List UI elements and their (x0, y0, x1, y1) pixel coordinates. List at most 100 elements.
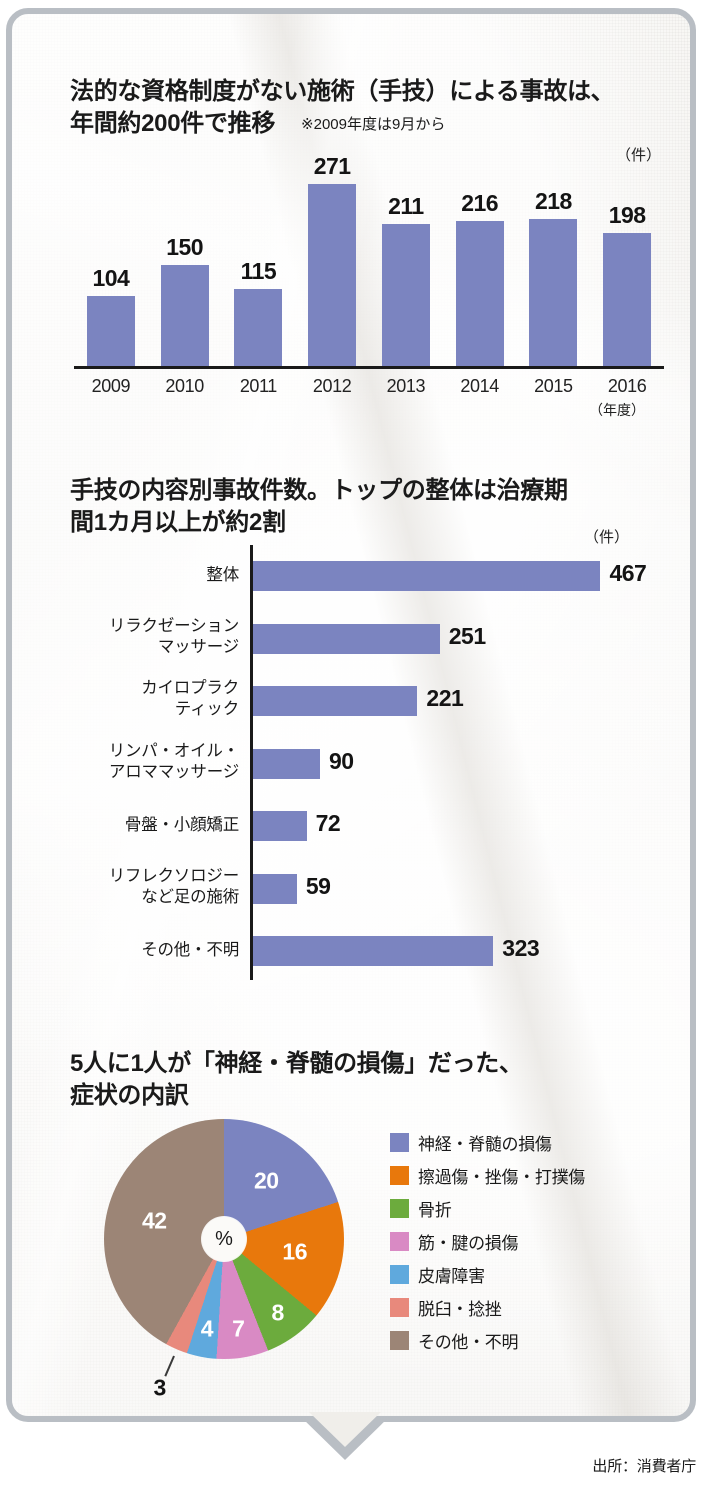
section2-title: 手技の内容別事故件数。トップの整体は治療期 間1カ月以上が約2割 (70, 475, 680, 538)
trend-bar (603, 232, 652, 366)
trend-category-label: 2011 (239, 376, 278, 396)
trend-bar-value: 150 (166, 234, 204, 260)
pie-slice-value: 3 (153, 1374, 167, 1401)
bytype-bar-value: 323 (502, 935, 540, 962)
pie-slice-value: 20 (254, 1167, 279, 1194)
legend-label: 神経・脊髄の損傷 (418, 1135, 552, 1154)
bytype-bar-value: 221 (426, 685, 464, 712)
bytype-bar (253, 686, 418, 717)
section3-title: 5人に1人が「神経・脊髄の損傷」だった、 症状の内訳 (70, 1048, 670, 1111)
trend-category-label: 2009 (91, 376, 131, 396)
bytype-bar (253, 623, 440, 654)
bytype-category-label: リラクゼーション マッサージ (108, 616, 239, 656)
legend-color-swatch (390, 1166, 409, 1185)
legend-item: 擦過傷・挫傷・打撲傷 (390, 1159, 585, 1192)
trend-bar (234, 288, 283, 366)
trend-bar-value: 198 (608, 201, 646, 228)
bytype-category-label: リンパ・オイル・ アロママッサージ (108, 741, 240, 781)
trend-category-label: 2012 (312, 376, 352, 396)
bytype-row: リフレクソロジー など足の施術 59 (12, 858, 690, 921)
legend-item: 筋・腱の損傷 (390, 1225, 585, 1258)
trend-category-label: 2013 (386, 376, 426, 396)
legend-label: 脱臼・捻挫 (418, 1300, 502, 1319)
trend-bar (86, 295, 135, 366)
trend-bar-plot (74, 164, 664, 366)
trend-bar (529, 219, 578, 366)
bytype-category-label: その他・不明 (141, 941, 239, 960)
trend-bar (455, 220, 504, 366)
legend-color-swatch (390, 1331, 409, 1350)
bytype-bar (253, 748, 320, 779)
trend-bar-value: 271 (313, 152, 351, 179)
bytype-bar-plot: 整体 467 リラクゼーション マッサージ 251 カイロプラク ティック 221 リンパ・… (12, 545, 690, 985)
bytype-bar (253, 873, 297, 904)
source-note: 出所：消費者庁 (592, 1458, 696, 1475)
bytype-category-label: 整体 (206, 566, 239, 585)
pie-leader-line (164, 1355, 175, 1377)
trend-bar-value: 115 (240, 257, 277, 284)
pie-slice-value: 4 (200, 1315, 214, 1342)
symptom-pie-chart: % 20 16 8 7 4 3 42 (104, 1119, 354, 1400)
bytype-axis-line (250, 545, 253, 980)
section3-title-line1: 5人に1人が「神経・脊髄の損傷」だった、 (70, 1049, 523, 1077)
bytype-bar (253, 936, 494, 967)
legend-item: 脱臼・捻挫 (390, 1291, 585, 1324)
bytype-row: リンパ・オイル・ アロママッサージ 90 (12, 733, 690, 796)
bytype-bar-value: 59 (305, 872, 331, 899)
trend-bar-value: 216 (461, 189, 499, 216)
pie-legend: 神経・脊髄の損傷擦過傷・挫傷・打撲傷 骨折筋・腱の損傷皮膚障害脱臼・捻挫その他・不… (390, 1126, 585, 1357)
section2-title-line2: 間1カ月以上が約2割 (70, 508, 286, 536)
trend-axis-line (74, 366, 664, 369)
section1-title-line2: 年間約200件で推移 ※2009年度は9月から (70, 108, 670, 140)
bubble-tail-fill (309, 1412, 381, 1447)
section1-title-line2-text: 年間約200件で推移 (70, 109, 276, 137)
trend-category-label: 2016 (607, 376, 647, 396)
trend-bar (308, 183, 357, 366)
legend-item: 神経・脊髄の損傷 (390, 1126, 585, 1159)
legend-item: その他・不明 (390, 1324, 585, 1357)
pie-slice-value: 16 (282, 1238, 308, 1265)
bytype-row: カイロプラク ティック 221 (12, 670, 690, 733)
legend-label: 筋・腱の損傷 (418, 1234, 519, 1253)
legend-color-swatch (390, 1199, 409, 1218)
bytype-row: その他・不明 323 (12, 920, 690, 983)
trend-axis-note: （年度） (589, 402, 645, 418)
infographic-bubble: 法的な資格制度がない施術（手技）による事故は、 年間約200件で推移 ※2009年… (6, 8, 696, 1422)
trend-bar-value: 218 (534, 188, 572, 215)
section1-title-line1: 法的な資格制度がない施術（手技）による事故は、 (70, 77, 615, 105)
legend-label: 骨折 (418, 1201, 452, 1220)
trend-bar (381, 223, 430, 366)
bytype-category-label: リフレクソロジー など足の施術 (108, 866, 240, 906)
section2-title-line1: 手技の内容別事故件数。トップの整体は治療期 (70, 476, 568, 504)
pie-slice-value: 7 (232, 1315, 245, 1342)
bytype-category-label: 骨盤・小顔矯正 (124, 816, 239, 835)
section3-title-line2: 症状の内訳 (70, 1081, 189, 1109)
pie-slice-value: 42 (141, 1207, 167, 1234)
legend-item: 皮膚障害 (390, 1258, 585, 1291)
legend-color-swatch (390, 1133, 409, 1152)
bytype-bar (253, 811, 307, 842)
trend-bar-value: 211 (388, 192, 424, 219)
bytype-bar-value: 72 (315, 810, 341, 837)
legend-color-swatch (390, 1232, 409, 1251)
section1-unit-label: （件） (616, 147, 662, 164)
bytype-bar-value: 90 (328, 747, 354, 774)
bytype-row: リラクゼーション マッサージ 251 (12, 608, 690, 671)
bytype-bar (253, 561, 601, 592)
pie-center-unit: % (202, 1217, 246, 1261)
legend-color-swatch (390, 1298, 409, 1317)
bytype-row: 骨盤・小顔矯正 72 (12, 795, 690, 858)
trend-bar-value: 104 (92, 264, 130, 291)
pie-slice-value: 8 (271, 1299, 284, 1326)
bytype-category-label: カイロプラク ティック (141, 679, 239, 719)
section2-unit-label: （件） (584, 529, 630, 546)
bytype-bar-value: 467 (609, 560, 647, 587)
bytype-row: 整体 467 (12, 545, 690, 608)
bytype-bar-value: 251 (448, 622, 486, 649)
legend-color-swatch (390, 1265, 409, 1284)
legend-item: 骨折 (390, 1192, 585, 1225)
legend-label: 擦過傷・挫傷・打撲傷 (418, 1168, 585, 1187)
trend-category-label: 2010 (165, 376, 204, 396)
legend-label: その他・不明 (418, 1333, 519, 1352)
section1-title: 法的な資格制度がない施術（手技）による事故は、 年間約200件で推移 ※2009年… (70, 76, 670, 139)
